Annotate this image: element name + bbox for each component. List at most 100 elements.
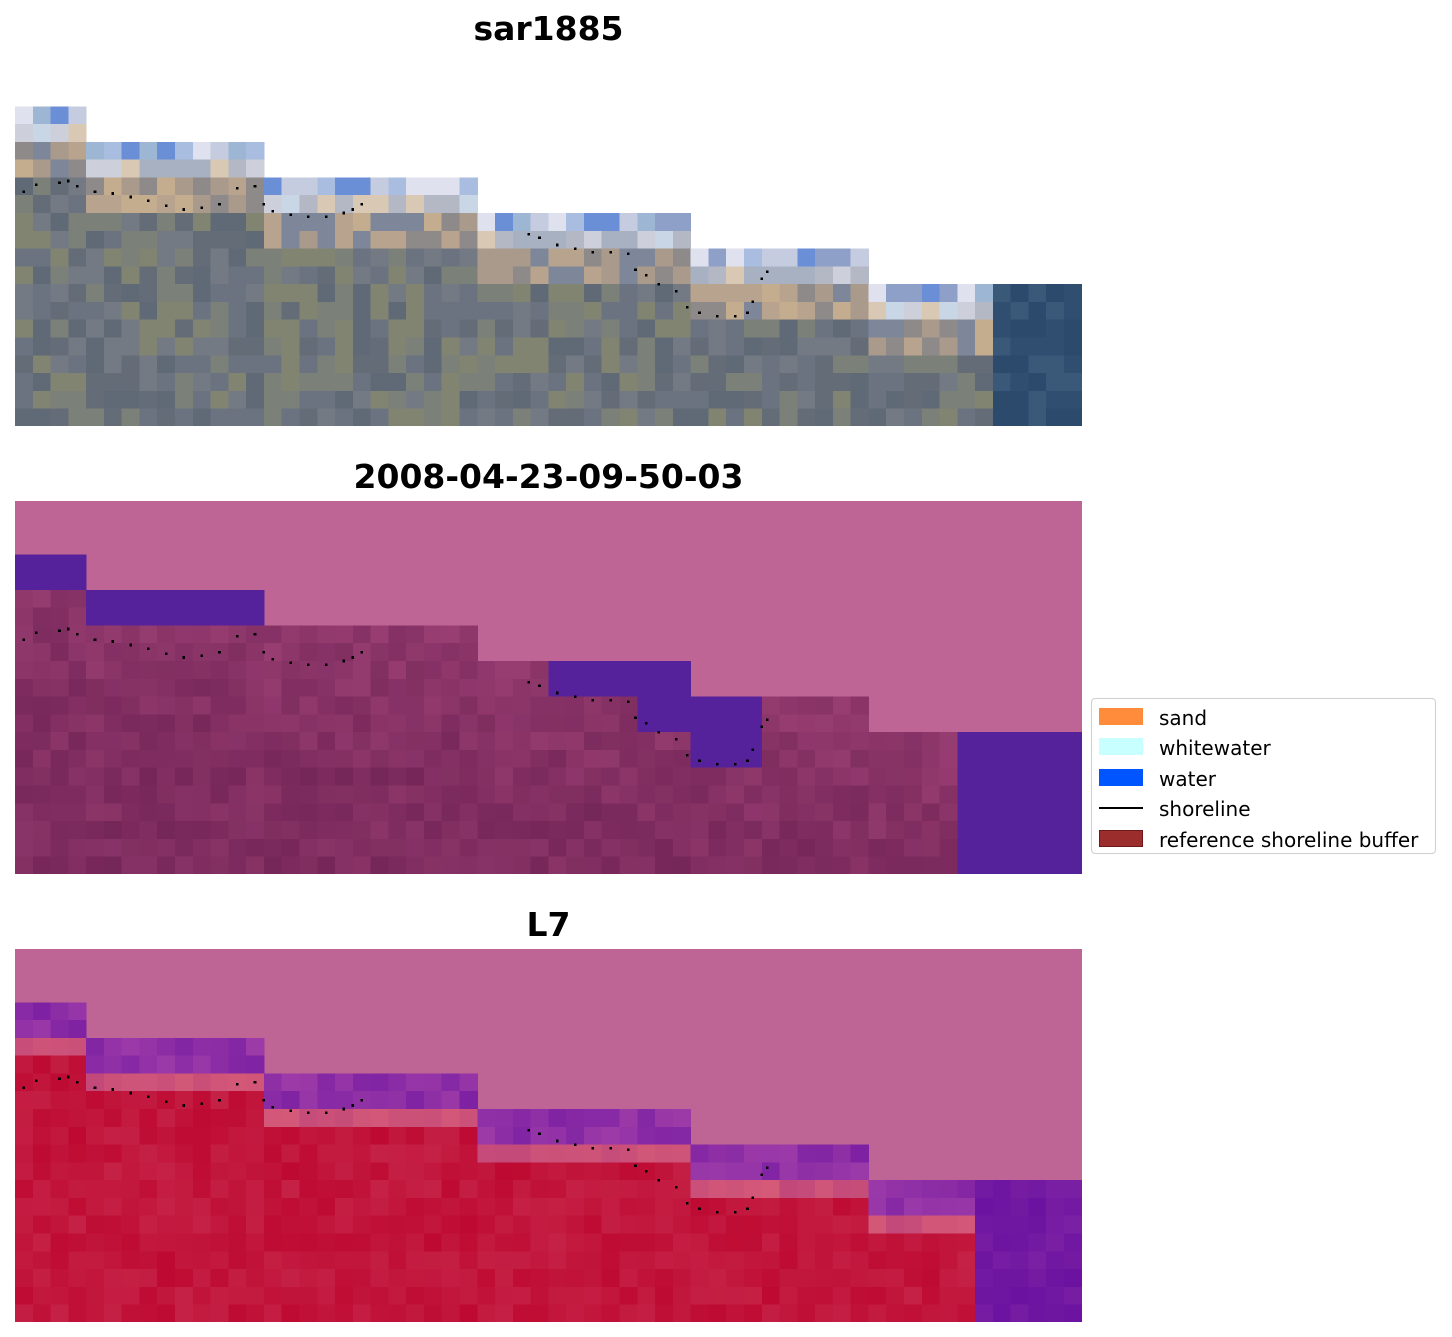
image-pixel: [352, 177, 372, 196]
reference-buffer-swatch: [1099, 829, 1143, 847]
shoreline-point: [164, 652, 168, 656]
shoreline-point: [182, 656, 186, 659]
shoreline-point: [716, 314, 719, 318]
shoreline-point: [67, 1075, 70, 1079]
image-pixel: [726, 248, 745, 267]
shoreline-point: [35, 1079, 38, 1082]
image-pixel: [868, 284, 887, 303]
image-pixel: [86, 141, 105, 161]
panel-title-rgb: sar1885: [473, 9, 624, 48]
legend-label: whitewater: [1159, 736, 1271, 761]
shoreline-point: [733, 762, 737, 766]
shoreline-point: [555, 691, 559, 695]
shoreline-point: [751, 1196, 755, 1200]
shoreline-point: [685, 305, 689, 309]
shoreline-point: [573, 1143, 577, 1146]
sand-swatch: [1099, 708, 1143, 725]
shoreline-point: [218, 1098, 221, 1102]
shoreline-point: [751, 300, 755, 304]
shoreline-point: [307, 1111, 310, 1114]
shoreline-point: [675, 1185, 678, 1189]
image-pixel: [850, 248, 870, 267]
shoreline-point: [733, 314, 737, 318]
shoreline-point: [627, 252, 630, 256]
shoreline-point: [760, 1173, 764, 1177]
shoreline-point: [271, 657, 275, 661]
shoreline-point: [675, 289, 678, 293]
shoreline-point: [307, 663, 310, 666]
shoreline-point: [716, 1210, 719, 1214]
shoreline-point: [360, 650, 364, 654]
shoreline-point: [164, 1100, 168, 1104]
image-pixel: [992, 284, 1012, 303]
shoreline-point: [527, 1129, 531, 1132]
image-pixel: [175, 141, 194, 161]
shoreline-point: [271, 209, 275, 213]
shoreline-point: [760, 725, 764, 729]
shoreline-point: [698, 759, 701, 762]
shoreline-point: [716, 762, 719, 766]
image-pixel: [939, 284, 958, 303]
image-pixel: [619, 213, 638, 232]
shoreline-point: [253, 185, 257, 188]
shoreline-point: [67, 627, 70, 631]
shoreline-point: [609, 250, 612, 254]
image-pixel: [512, 213, 532, 232]
shoreline-point: [746, 311, 749, 314]
shoreline-point: [555, 243, 559, 247]
image-pixel: [406, 177, 425, 196]
classified-image-panel: [15, 501, 1082, 874]
shoreline-point: [324, 1111, 328, 1114]
shoreline-point: [22, 1086, 26, 1089]
shoreline-point: [627, 1148, 630, 1152]
shoreline-point: [75, 1081, 79, 1084]
shoreline-point: [35, 183, 38, 186]
image-pixel: [335, 177, 354, 196]
image-pixel: [441, 177, 461, 196]
shoreline-point: [93, 638, 97, 641]
shoreline-point: [644, 273, 648, 277]
shoreline-point: [573, 247, 577, 250]
image-pixel: [779, 248, 798, 267]
shoreline-point: [573, 695, 577, 698]
shoreline-point: [289, 213, 292, 217]
shoreline-point: [22, 638, 26, 641]
shoreline-point: [675, 737, 678, 741]
legend-label: reference shoreline buffer: [1159, 827, 1419, 852]
shoreline-point: [262, 202, 266, 206]
image-pixel: [423, 177, 443, 196]
shoreline-point: [253, 633, 257, 636]
shoreline-point: [129, 643, 132, 647]
image-pixel: [192, 141, 212, 161]
image-pixel: [743, 248, 763, 267]
image-pixel: [566, 213, 585, 232]
shoreline-point: [538, 1132, 541, 1136]
shoreline-point: [182, 208, 186, 211]
image-pixel: [1028, 284, 1047, 303]
shoreline-point: [644, 721, 648, 725]
shoreline-point: [93, 1086, 97, 1089]
shoreline-point: [746, 1207, 749, 1210]
shoreline-point: [200, 1102, 203, 1105]
legend-item-whitewater: whitewater: [1092, 735, 1435, 765]
legend-item-sand: sand: [1092, 705, 1435, 735]
shoreline-point: [324, 215, 328, 218]
shoreline-point: [634, 1164, 637, 1168]
shoreline-point: [200, 654, 203, 657]
image-pixel: [15, 106, 34, 125]
shoreline-point: [555, 1139, 559, 1143]
image-pixel: [1010, 284, 1030, 303]
shoreline-line-swatch: [1099, 807, 1143, 810]
shoreline-point: [538, 684, 541, 688]
image-pixel: [583, 213, 603, 232]
legend-label: sand: [1159, 706, 1208, 730]
shoreline-point: [685, 1201, 689, 1205]
image-pixel: [975, 284, 994, 303]
shoreline-point: [527, 233, 531, 236]
image-pixel: [317, 177, 336, 196]
shoreline-point: [360, 1098, 364, 1102]
shoreline-point: [609, 1146, 612, 1150]
image-pixel: [690, 248, 710, 267]
legend-label: water: [1159, 766, 1216, 791]
image-pixel: [637, 213, 656, 232]
